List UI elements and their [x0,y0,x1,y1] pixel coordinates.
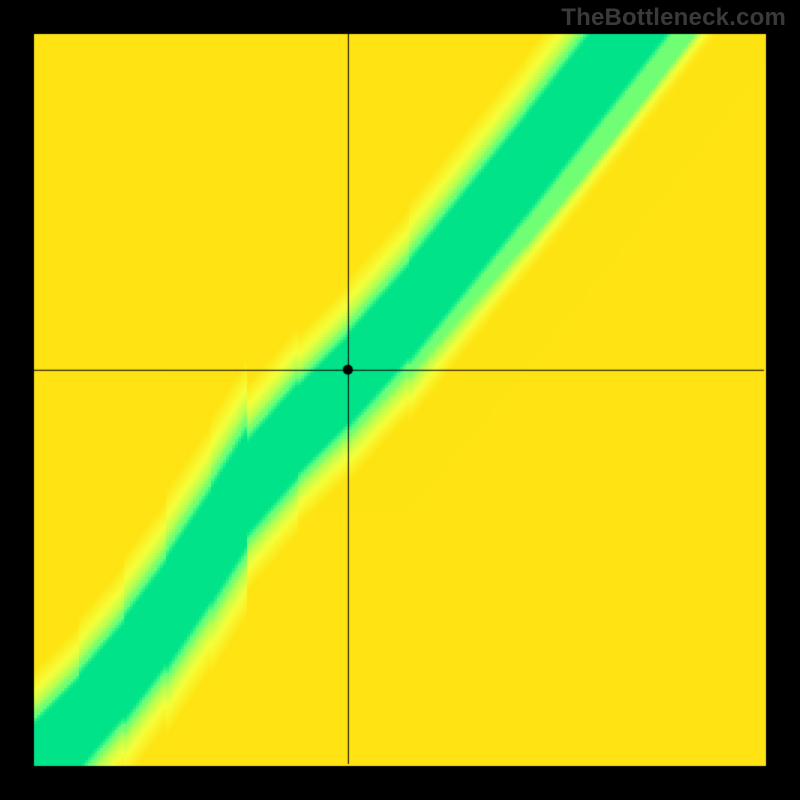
watermark-text: TheBottleneck.com [561,4,786,32]
heatmap-canvas [0,0,800,800]
figure-root: TheBottleneck.com [0,0,800,800]
